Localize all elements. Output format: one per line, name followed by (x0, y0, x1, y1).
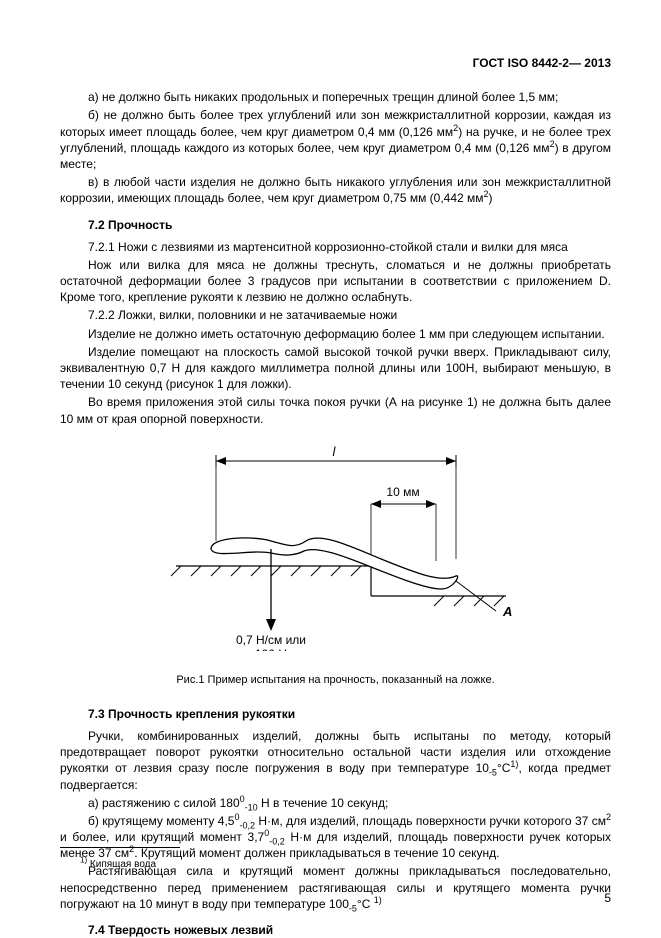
page-number: 5 (604, 890, 611, 906)
figure-1: l 10 мм (60, 441, 611, 655)
footnote-text: Кипящая вода (87, 859, 156, 870)
sec-7-3-p1: Ручки, комбинированных изделий, должны б… (60, 728, 611, 793)
doc-header: ГОСТ ISO 8442-2— 2013 (60, 55, 611, 71)
s73asub: -10 (245, 802, 258, 812)
svg-text:10 мм: 10 мм (386, 485, 419, 499)
sec-7-2-2-intro: 7.2.2 Ложки, вилки, половники и не затач… (60, 307, 611, 323)
s73bsub: -0,2 (240, 820, 256, 830)
s73b2sub: -0,2 (269, 836, 285, 846)
s73p1sub: -5 (489, 768, 497, 778)
s73b2: Н·м, для изделий, площадь поверхности ру… (255, 814, 606, 828)
s73a1: а) растяжению с силой 180 (88, 796, 240, 810)
sec-7-3-a: а) растяжению с силой 1800-10 Н в течени… (60, 795, 611, 811)
sec-7-2-1-p: Нож или вилка для мяса не должны треснут… (60, 257, 611, 306)
para-v: в) в любой части изделия не должно быть … (60, 174, 611, 206)
sec-7-2-2-p3: Во время приложения этой силы точка поко… (60, 394, 611, 426)
s73p2sub: -5 (349, 903, 357, 913)
sec-7-2-title: 7.2 Прочность (88, 217, 611, 233)
para-a: а) не должно быть никаких продольных и п… (60, 89, 611, 105)
s73p2b: °С (357, 897, 374, 911)
s73p2sup: 1) (374, 895, 382, 905)
svg-text:0,7 Н/см или: 0,7 Н/см или (235, 633, 305, 647)
s73b1: б) крутящему моменту 4,5 (88, 814, 234, 828)
figure-caption: Рис.1 Пример испытания на прочность, пок… (60, 673, 611, 688)
s73a2: Н в течение 10 секунд; (258, 796, 389, 810)
svg-text:A: A (502, 604, 512, 619)
svg-text:l: l (332, 444, 336, 459)
sec-7-2-2-p2: Изделие помещают на плоскость самой высо… (60, 344, 611, 393)
s73bsq: 2 (606, 812, 611, 822)
pv-t2: ) (489, 191, 493, 205)
footnote-rule (60, 847, 180, 848)
sec-7-2-2-p1: Изделие не должно иметь остаточную дефор… (60, 326, 611, 342)
para-b: б) не должно быть более трех углублений … (60, 107, 611, 172)
pv-t1: в) в любой части изделия не должно быть … (60, 175, 611, 205)
sec-7-3-title: 7.3 Прочность крепления рукоятки (88, 706, 611, 722)
svg-text:100 Н: 100 Н (254, 647, 286, 651)
s73p1b: °С (497, 761, 510, 775)
s73b3: и более, или крутящий момент 3,7 (60, 830, 264, 844)
footnote: 1) Кипящая вода (80, 858, 611, 872)
sec-7-2-1-intro: 7.2.1 Ножи с лезвиями из мартенситной ко… (60, 239, 611, 255)
